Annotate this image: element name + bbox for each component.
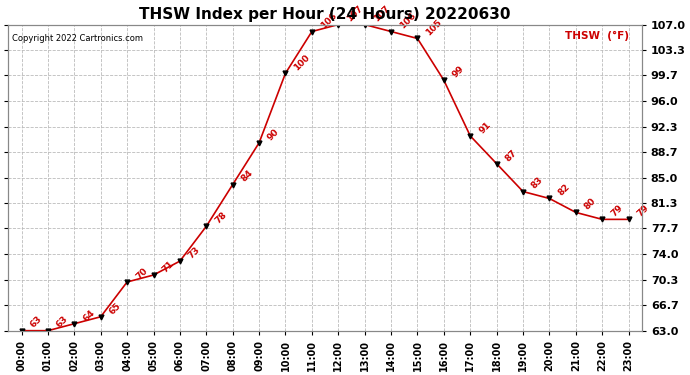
Text: 106: 106 bbox=[398, 11, 417, 31]
Text: Copyright 2022 Cartronics.com: Copyright 2022 Cartronics.com bbox=[12, 34, 143, 43]
Text: 79: 79 bbox=[609, 203, 624, 219]
Text: 107: 107 bbox=[345, 4, 365, 24]
Text: 65: 65 bbox=[108, 301, 123, 316]
Text: 90: 90 bbox=[266, 127, 282, 142]
Text: 105: 105 bbox=[424, 18, 444, 38]
Text: 106: 106 bbox=[319, 11, 338, 31]
Text: 70: 70 bbox=[134, 266, 149, 281]
Text: 78: 78 bbox=[213, 210, 228, 225]
Text: 83: 83 bbox=[530, 176, 545, 191]
Text: 63: 63 bbox=[55, 315, 70, 330]
Text: 71: 71 bbox=[161, 259, 176, 274]
Text: 80: 80 bbox=[583, 196, 598, 211]
Text: 107: 107 bbox=[372, 4, 391, 24]
Text: 82: 82 bbox=[556, 183, 571, 198]
Text: 84: 84 bbox=[239, 168, 255, 184]
Text: 100: 100 bbox=[293, 53, 312, 72]
Text: THSW  (°F): THSW (°F) bbox=[565, 31, 629, 41]
Text: 99: 99 bbox=[451, 64, 466, 80]
Text: 64: 64 bbox=[81, 308, 97, 323]
Text: 91: 91 bbox=[477, 120, 493, 135]
Text: 87: 87 bbox=[504, 148, 519, 163]
Text: 79: 79 bbox=[635, 203, 651, 219]
Text: 73: 73 bbox=[187, 245, 202, 260]
Text: 63: 63 bbox=[28, 315, 43, 330]
Title: THSW Index per Hour (24 Hours) 20220630: THSW Index per Hour (24 Hours) 20220630 bbox=[139, 7, 511, 22]
